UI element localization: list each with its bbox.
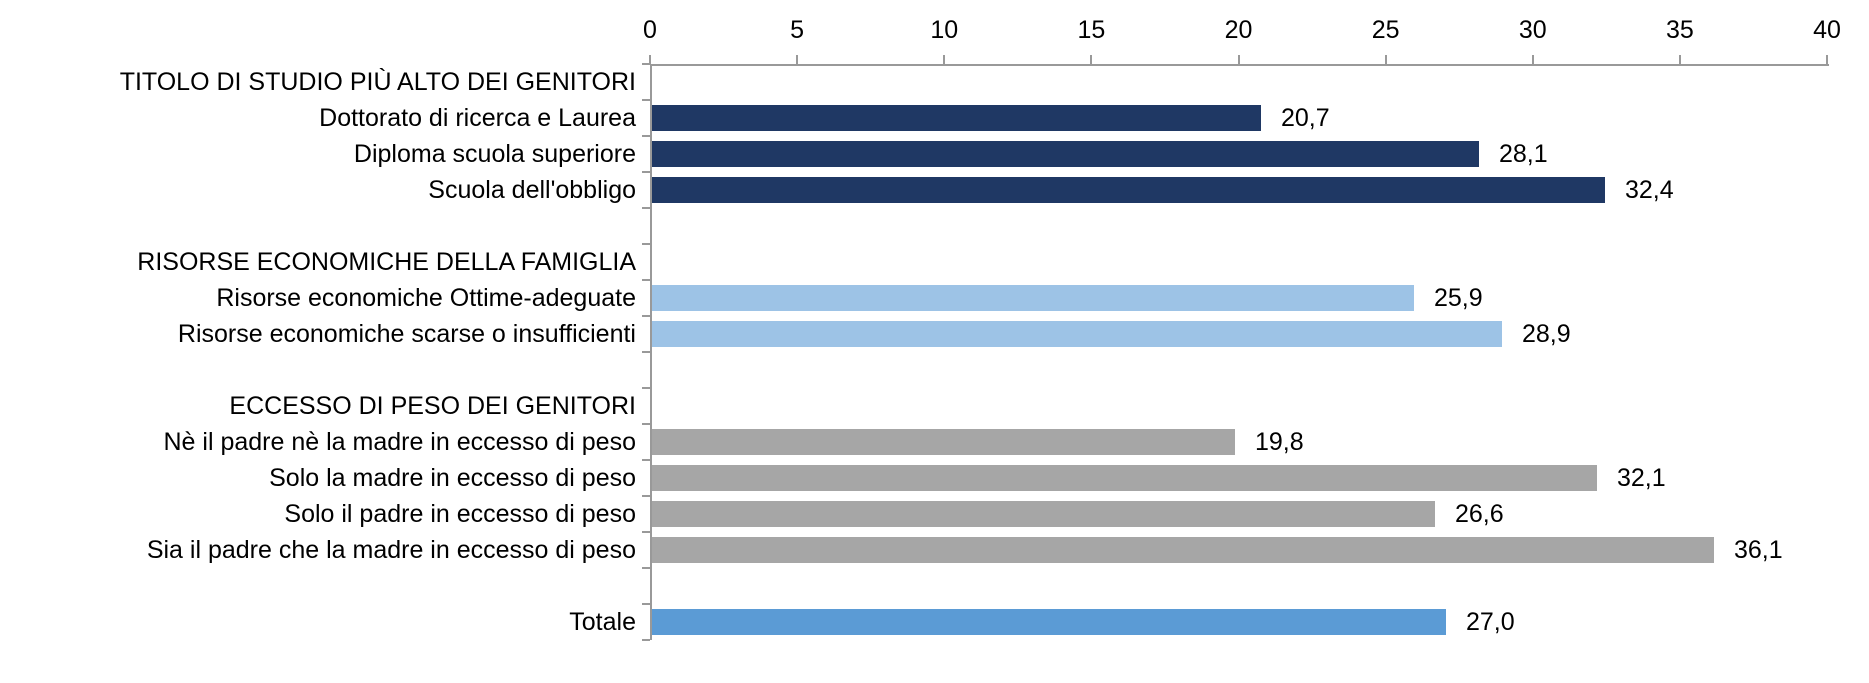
category-label: Solo la madre in eccesso di peso — [269, 464, 636, 492]
bar-value-label: 32,4 — [1625, 176, 1674, 204]
bar — [652, 501, 1435, 527]
y-axis-tick — [642, 135, 650, 137]
x-axis-tick-label: 20 — [1224, 16, 1253, 44]
bar — [652, 429, 1235, 455]
y-axis-tick — [642, 495, 650, 497]
bar-value-label: 20,7 — [1281, 104, 1330, 132]
category-group-header: ECCESSO DI PESO DEI GENITORI — [229, 392, 636, 420]
bar-value-label: 19,8 — [1255, 428, 1304, 456]
x-axis-tick-label: 40 — [1813, 16, 1841, 44]
bar — [652, 105, 1261, 131]
x-axis-tick — [649, 55, 651, 64]
bar-value-label: 32,1 — [1617, 464, 1666, 492]
bar — [652, 465, 1597, 491]
y-axis-tick — [642, 531, 650, 533]
category-label: Diploma scuola superiore — [353, 140, 636, 168]
x-axis-tick-label: 25 — [1371, 16, 1400, 44]
x-axis-tick — [1826, 55, 1828, 64]
x-axis-tick-label: 15 — [1077, 16, 1106, 44]
bar — [652, 537, 1714, 563]
category-label: Dottorato di ricerca e Laurea — [319, 104, 636, 132]
category-label: Nè il padre nè la madre in eccesso di pe… — [163, 428, 637, 456]
category-label: Totale — [569, 608, 636, 636]
y-axis-tick — [642, 171, 650, 173]
y-axis-tick — [642, 99, 650, 101]
x-axis-tick — [1384, 55, 1387, 64]
x-axis-tick — [796, 55, 799, 64]
y-axis-tick — [642, 279, 650, 281]
x-axis-tick — [943, 55, 946, 64]
y-axis-tick — [642, 639, 650, 641]
y-axis-tick — [642, 63, 650, 65]
y-axis-tick — [642, 387, 650, 389]
bar-value-label: 26,6 — [1455, 500, 1504, 528]
bar — [652, 177, 1605, 203]
bar-value-label: 28,9 — [1522, 320, 1571, 348]
x-axis-tick-label: 35 — [1665, 16, 1694, 44]
x-axis-tick — [1531, 55, 1534, 64]
x-axis-line — [650, 64, 1829, 66]
y-axis-tick — [642, 315, 650, 317]
x-axis-tick-label: 5 — [790, 16, 805, 44]
y-axis-tick — [642, 423, 650, 425]
x-axis-tick-label: 30 — [1518, 16, 1547, 44]
y-axis-tick — [642, 351, 650, 353]
bar — [652, 141, 1479, 167]
category-label: Risorse economiche scarse o insufficient… — [177, 320, 636, 348]
category-label: Sia il padre che la madre in eccesso di … — [146, 536, 636, 564]
bar — [652, 321, 1502, 347]
bar-value-label: 28,1 — [1499, 140, 1548, 168]
y-axis-tick — [642, 567, 650, 569]
y-axis-tick — [642, 459, 650, 461]
category-group-header: TITOLO DI STUDIO PIÙ ALTO DEI GENITORI — [119, 68, 636, 96]
category-label: Risorse economiche Ottime-adeguate — [216, 284, 636, 312]
category-label: Scuola dell'obbligo — [428, 176, 636, 204]
bar-value-label: 36,1 — [1734, 536, 1783, 564]
x-axis-tick — [1237, 55, 1240, 64]
y-axis-tick — [642, 207, 650, 209]
bar — [652, 609, 1446, 635]
category-group-header: RISORSE ECONOMICHE DELLA FAMIGLIA — [137, 248, 636, 276]
x-axis-tick — [1090, 55, 1093, 64]
bar-value-label: 25,9 — [1434, 284, 1483, 312]
x-axis-tick-label: 0 — [643, 16, 657, 44]
y-axis-tick — [642, 603, 650, 605]
bar — [652, 285, 1414, 311]
category-label: Solo il padre in eccesso di peso — [284, 500, 636, 528]
x-axis-tick-label: 10 — [930, 16, 959, 44]
x-axis-tick — [1678, 55, 1681, 64]
bar-value-label: 27,0 — [1466, 608, 1515, 636]
y-axis-line — [650, 64, 652, 640]
y-axis-tick — [642, 243, 650, 245]
